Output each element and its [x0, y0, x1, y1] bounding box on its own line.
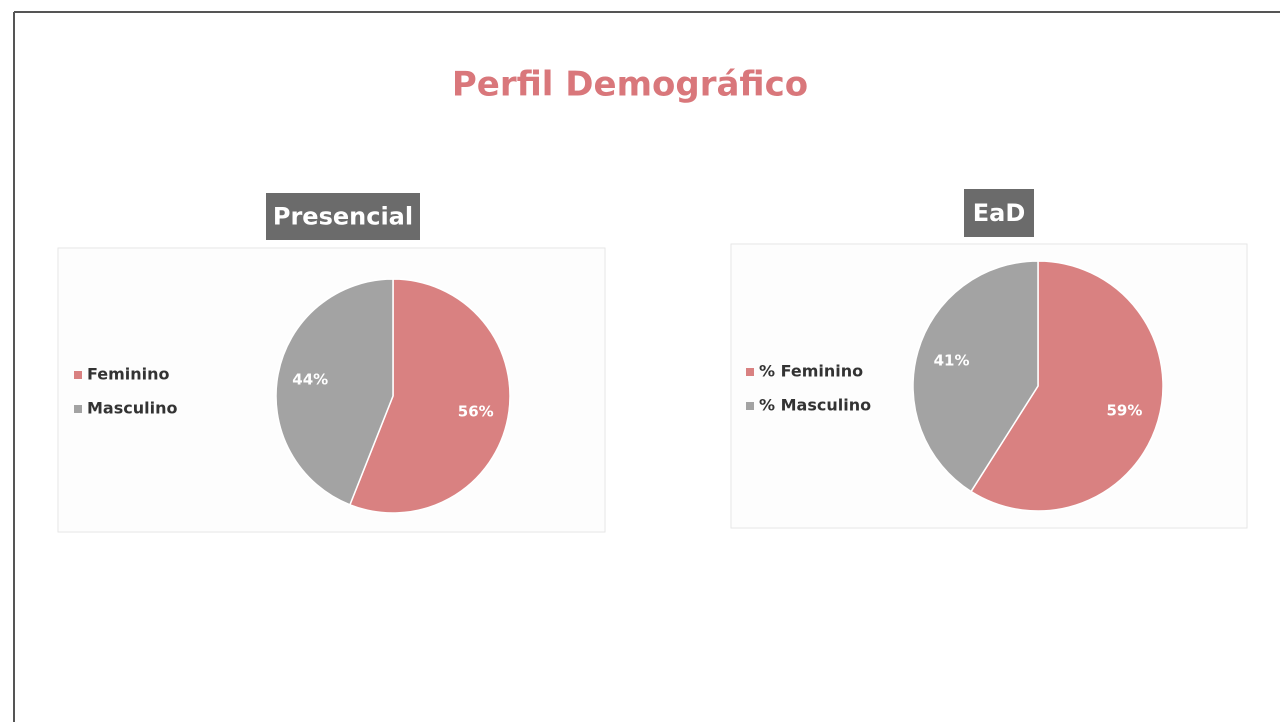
data-label: 56% [458, 402, 494, 420]
slide-title: Perfil Demográfico [452, 65, 808, 105]
legend-swatch [746, 368, 754, 376]
data-label: 41% [934, 351, 970, 369]
legend-label: Feminino [87, 365, 170, 384]
legend-label: % Feminino [759, 362, 863, 381]
chart-title: Presencial [273, 203, 413, 231]
chart-title-box [266, 193, 420, 240]
data-label: 59% [1106, 402, 1142, 420]
pie-slice [912, 260, 1039, 493]
legend-swatch [74, 405, 82, 413]
legend-label: % Masculino [759, 396, 871, 415]
legend-swatch [74, 371, 82, 379]
chart-title: EaD [973, 199, 1026, 227]
chart-title-box [964, 189, 1034, 237]
pie-slice [348, 278, 511, 514]
legend-swatch [746, 402, 754, 410]
pie-slice [969, 260, 1164, 512]
data-label: 44% [292, 371, 328, 389]
pie-slice [275, 278, 394, 506]
legend-label: Masculino [87, 399, 177, 418]
